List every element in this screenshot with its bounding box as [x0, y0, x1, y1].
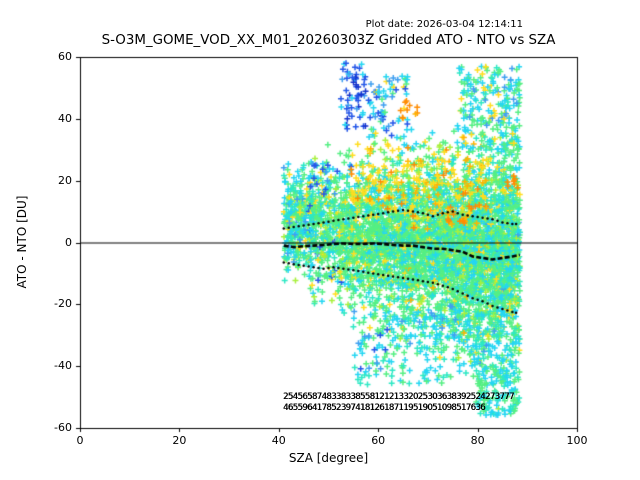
y-tick-label: 40	[58, 111, 72, 125]
bin-count-row-1: 2545658748338338558121213320253036383925…	[283, 392, 514, 402]
x-tick-label: 0	[76, 434, 84, 447]
y-tick-label: -40	[54, 359, 72, 373]
x-tick-label: 60	[371, 434, 386, 447]
y-tick-label: -60	[54, 421, 72, 434]
bin-count-row-2: 4655964178523974181261871195190510985176…	[283, 403, 486, 413]
y-tick-label: 0	[65, 235, 72, 249]
y-axis-label: ATO - NTO [DU]	[15, 195, 29, 289]
y-tick-label: -20	[54, 297, 72, 311]
y-tick-label: 60	[58, 50, 72, 63]
x-tick-label: 80	[470, 434, 485, 447]
y-tick-label: 20	[58, 173, 72, 187]
x-axis-label: SZA [degree]	[288, 451, 369, 465]
plot-date: Plot date: 2026-03-04 12:14:11	[365, 19, 523, 30]
x-tick-label: 100	[566, 434, 588, 447]
page-title: S-O3M_GOME_VOD_XX_M01_20260303Z Gridded …	[101, 33, 556, 48]
x-tick-label: 40	[271, 434, 286, 447]
x-tick-label: 20	[172, 434, 187, 447]
